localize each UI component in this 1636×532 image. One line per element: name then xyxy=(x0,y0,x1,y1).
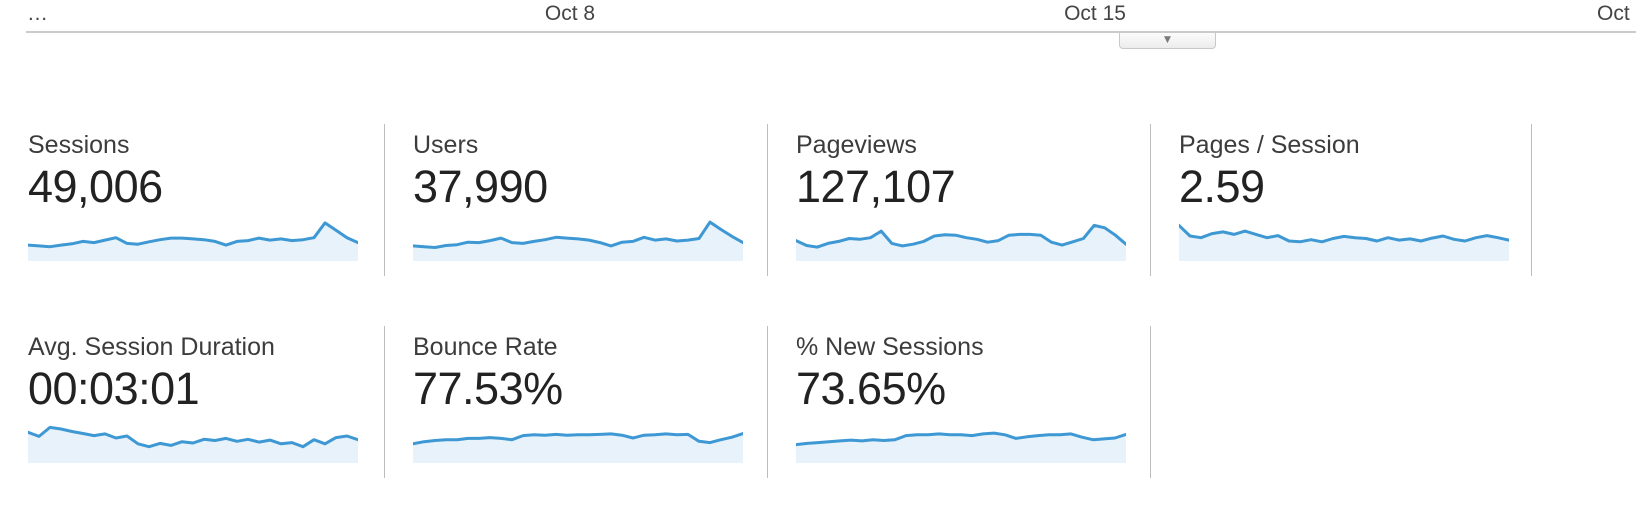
metric-cards-row-2: Avg. Session Duration 00:03:01 Bounce Ra… xyxy=(0,326,1151,478)
pageviews-sparkline-chart xyxy=(796,223,1126,261)
metric-card-sessions[interactable]: Sessions 49,006 xyxy=(0,124,385,276)
metric-label: Pages / Session xyxy=(1179,131,1360,159)
axis-tick-label: Oct 15 xyxy=(1064,2,1126,25)
metric-label: % New Sessions xyxy=(796,333,984,361)
timeline-axis: … Oct 8 Oct 15 Oct 2 xyxy=(0,0,1636,30)
axis-tick-label: … xyxy=(27,2,50,25)
metric-card-avg-session-duration[interactable]: Avg. Session Duration 00:03:01 xyxy=(0,326,385,478)
avg-session-duration-sparkline-chart xyxy=(28,425,358,463)
metric-card-pages-per-session[interactable]: Pages / Session 2.59 xyxy=(1151,124,1532,276)
collapse-chart-button[interactable]: ▼ xyxy=(1119,33,1216,49)
metric-value: 49,006 xyxy=(28,161,163,212)
metric-card-bounce-rate[interactable]: Bounce Rate 77.53% xyxy=(385,326,768,478)
metric-label: Avg. Session Duration xyxy=(28,333,275,361)
metric-label: Sessions xyxy=(28,131,130,159)
pages-per-session-sparkline-chart xyxy=(1179,223,1509,261)
metric-value: 73.65% xyxy=(796,363,946,414)
metric-card-users[interactable]: Users 37,990 xyxy=(385,124,768,276)
chevron-down-icon: ▼ xyxy=(1164,35,1171,45)
metric-value: 77.53% xyxy=(413,363,563,414)
metric-value: 2.59 xyxy=(1179,161,1265,212)
users-sparkline-chart xyxy=(413,220,743,261)
percent-new-sessions-sparkline-chart xyxy=(796,431,1126,463)
metric-label: Bounce Rate xyxy=(413,333,558,361)
metric-label: Pageviews xyxy=(796,131,917,159)
metric-card-percent-new-sessions[interactable]: % New Sessions 73.65% xyxy=(768,326,1151,478)
axis-tick-label: Oct 8 xyxy=(544,2,596,25)
sessions-sparkline-chart xyxy=(28,221,358,261)
metric-label: Users xyxy=(413,131,479,159)
metric-cards-row-1: Sessions 49,006 Users 37,990 Pageviews 1… xyxy=(0,124,1532,276)
axis-tick-label: Oct 2 xyxy=(1597,2,1636,25)
metric-value: 37,990 xyxy=(413,161,548,212)
chart-baseline-divider xyxy=(26,31,1636,33)
metric-value: 127,107 xyxy=(796,161,956,212)
metric-card-pageviews[interactable]: Pageviews 127,107 xyxy=(768,124,1151,276)
bounce-rate-sparkline-chart xyxy=(413,432,743,463)
metric-value: 00:03:01 xyxy=(28,363,200,414)
